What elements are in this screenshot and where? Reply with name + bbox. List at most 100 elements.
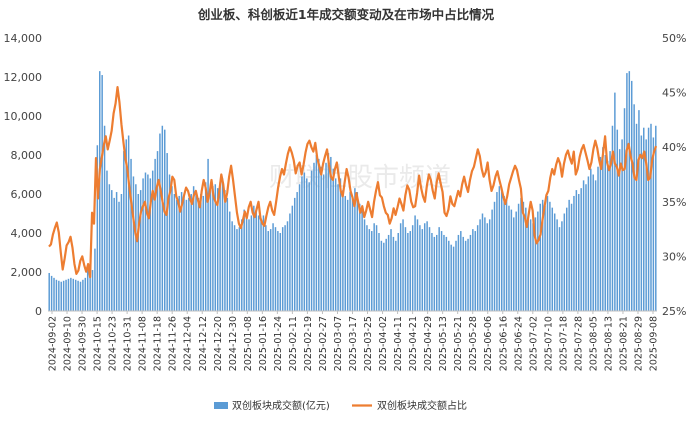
bar xyxy=(457,234,460,311)
x-tick-label: 2024-11-08 xyxy=(138,316,149,371)
bar xyxy=(65,279,67,311)
bar xyxy=(96,145,99,311)
bar xyxy=(183,195,185,311)
bar xyxy=(272,223,274,311)
bar xyxy=(561,221,563,311)
bar xyxy=(527,215,529,311)
bar xyxy=(433,236,436,311)
x-tick-label: 2024-10-31 xyxy=(123,316,134,371)
bar xyxy=(190,194,192,311)
bar xyxy=(293,197,296,311)
bar xyxy=(202,195,204,311)
bar xyxy=(192,186,195,311)
x-tick-label: 2025-01-24 xyxy=(273,316,284,371)
bar xyxy=(147,174,149,311)
bar xyxy=(286,221,289,311)
bar xyxy=(77,280,79,311)
bar xyxy=(159,133,161,311)
bar xyxy=(284,225,286,311)
bar xyxy=(630,80,633,312)
bar xyxy=(197,197,200,311)
x-tick-label: 2024-12-12 xyxy=(198,316,209,371)
bar xyxy=(592,174,594,311)
ratio-line xyxy=(48,86,658,279)
bar xyxy=(416,219,419,311)
bar xyxy=(260,219,262,311)
bar xyxy=(257,215,260,311)
bar xyxy=(243,209,245,311)
bar xyxy=(404,227,407,311)
bar xyxy=(70,277,72,311)
bar xyxy=(500,190,503,311)
x-tick-label: 2024-12-20 xyxy=(213,316,224,371)
bar xyxy=(568,199,570,311)
y-left-tick-label: 6,000 xyxy=(11,188,43,201)
bar xyxy=(597,166,599,311)
bar xyxy=(84,277,87,311)
bar xyxy=(580,188,582,311)
x-tick-label: 2025-08-29 xyxy=(633,316,644,371)
bar xyxy=(91,270,94,311)
bar xyxy=(573,195,575,311)
bar xyxy=(101,75,103,311)
bar xyxy=(113,197,115,311)
y-right-tick-label: 40% xyxy=(662,141,686,154)
bar xyxy=(373,223,375,311)
bar xyxy=(361,209,363,311)
bar xyxy=(623,108,626,311)
bar xyxy=(322,174,325,311)
bar xyxy=(392,236,395,311)
bar xyxy=(616,129,619,311)
bar xyxy=(614,92,616,311)
bar xyxy=(48,272,50,311)
legend: 双创板块成交额(亿元) 双创板块成交额占比 xyxy=(214,399,467,412)
x-tick-label: 2025-03-17 xyxy=(348,316,359,371)
bar xyxy=(537,211,539,311)
x-tick-label: 2025-06-06 xyxy=(483,316,494,371)
bar xyxy=(342,190,344,311)
bar xyxy=(426,221,428,311)
bar xyxy=(298,184,301,311)
bar xyxy=(354,188,356,311)
x-tick-label: 2025-05-13 xyxy=(438,316,449,371)
bar xyxy=(344,195,347,311)
bar xyxy=(306,178,308,311)
bar xyxy=(643,127,645,311)
bar xyxy=(421,229,424,311)
x-tick-label: 2025-08-21 xyxy=(618,316,629,371)
x-tick-label: 2024-10-15 xyxy=(93,316,104,371)
bar xyxy=(241,219,243,311)
bar xyxy=(515,211,517,311)
x-tick-label: 2025-05-21 xyxy=(453,316,464,371)
x-tick-label: 2024-09-10 xyxy=(63,316,74,371)
bar xyxy=(310,170,313,311)
x-tick-label: 2024-11-18 xyxy=(153,316,164,371)
x-tick-label: 2025-03-07 xyxy=(333,316,344,371)
bar xyxy=(245,215,248,311)
bar xyxy=(214,184,217,311)
bar xyxy=(599,156,602,311)
bar xyxy=(142,178,144,311)
bar xyxy=(351,197,354,311)
bar xyxy=(267,231,269,311)
bar xyxy=(118,201,120,311)
bar xyxy=(448,240,450,311)
bar xyxy=(325,162,327,311)
x-tick-label: 2025-01-08 xyxy=(243,316,254,371)
bar xyxy=(366,225,368,311)
bar xyxy=(570,203,573,311)
bar xyxy=(74,279,77,311)
bar xyxy=(50,275,53,311)
bar xyxy=(539,203,541,311)
bar xyxy=(224,190,226,311)
bar xyxy=(176,199,178,311)
y-left-tick-label: 10,000 xyxy=(4,110,43,123)
bar xyxy=(529,219,532,311)
bar xyxy=(419,225,421,311)
bar xyxy=(216,188,219,311)
bar xyxy=(553,213,556,311)
bar xyxy=(563,213,566,311)
bar xyxy=(132,176,135,311)
x-tick-label: 2025-05-28 xyxy=(468,316,479,371)
left-axis-ticks: 0 2,000 4,000 6,000 8,000 10,000 12,000 14,000 xyxy=(4,32,43,318)
